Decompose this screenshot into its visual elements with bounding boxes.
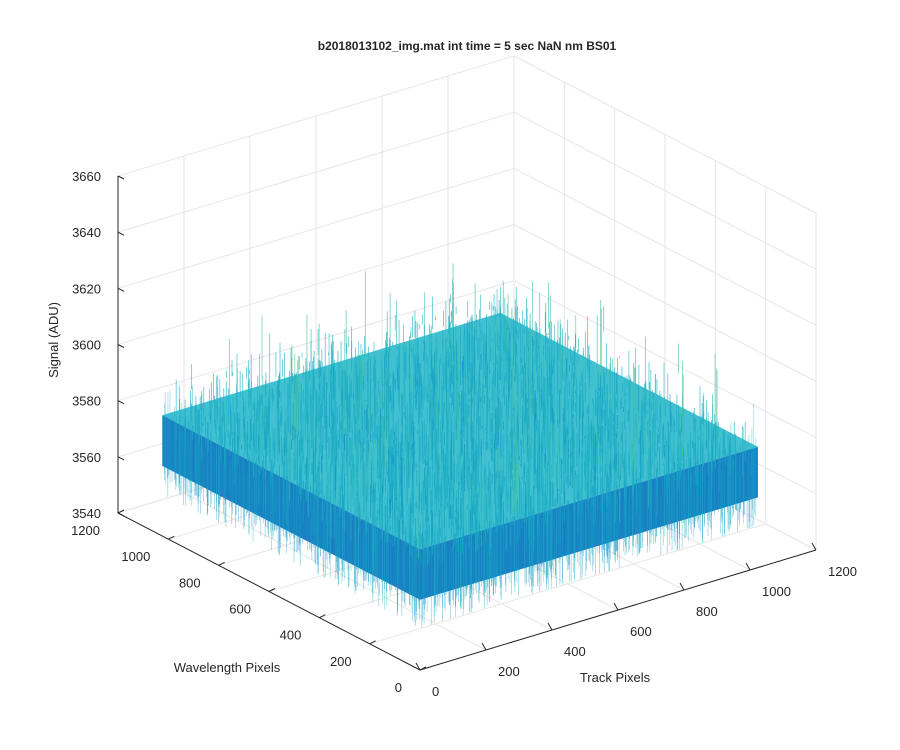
y-tick-mark bbox=[319, 614, 326, 619]
y-tick-label: 200 bbox=[330, 654, 352, 669]
grid-line bbox=[117, 224, 515, 345]
y-tick-mark bbox=[369, 640, 376, 645]
x-tick-mark bbox=[613, 602, 619, 611]
axes-lines bbox=[117, 175, 817, 671]
y-tick-mark bbox=[117, 509, 125, 514]
y-tick-mark bbox=[268, 588, 276, 592]
y-tick-label: 400 bbox=[280, 628, 302, 643]
signal-surface bbox=[162, 263, 758, 628]
y-tick-mark bbox=[218, 561, 225, 566]
z-tick-mark bbox=[117, 175, 125, 180]
y-axis-label: Wavelength Pixels bbox=[174, 660, 281, 675]
x-tick-label: 800 bbox=[696, 604, 718, 619]
chart-title: b2018013102_img.mat int time = 5 sec NaN… bbox=[318, 39, 617, 53]
z-tick-label: 3600 bbox=[72, 338, 101, 353]
x-tick-mark bbox=[547, 622, 553, 631]
x-tick-label: 400 bbox=[564, 644, 586, 659]
grid-line bbox=[117, 167, 515, 289]
x-tick-mark bbox=[415, 662, 421, 671]
z-tick-mark bbox=[117, 400, 125, 405]
x-tick-label: 1000 bbox=[762, 584, 791, 599]
grid-line bbox=[117, 111, 515, 233]
z-tick-label: 3560 bbox=[72, 450, 101, 465]
z-tick-label: 3580 bbox=[72, 394, 101, 409]
z-tick-label: 3540 bbox=[72, 506, 101, 521]
y-tick-label: 1000 bbox=[121, 549, 150, 564]
y-tick-label: 1200 bbox=[71, 523, 100, 538]
z-tick-label: 3620 bbox=[72, 281, 101, 296]
y-tick-label: 0 bbox=[395, 680, 402, 695]
grid-line bbox=[513, 224, 817, 382]
x-tick-label: 1200 bbox=[828, 564, 857, 579]
x-axis-label: Track Pixels bbox=[580, 670, 651, 685]
grid-line bbox=[117, 55, 515, 177]
y-tick-mark bbox=[168, 535, 175, 540]
x-tick-mark bbox=[745, 562, 751, 571]
y-tick-label: 800 bbox=[179, 575, 201, 590]
grid-line bbox=[513, 111, 817, 270]
z-tick-mark bbox=[117, 231, 125, 236]
tick-labels: 0 200 400 600 800 1000 1200 0 200 400 600 800 1000 12… bbox=[71, 169, 857, 699]
x-tick-mark bbox=[481, 642, 487, 651]
x-tick-label: 0 bbox=[432, 684, 439, 699]
z-tick-label: 3640 bbox=[72, 225, 101, 240]
y-tick-mark bbox=[419, 666, 427, 671]
y-tick-label: 600 bbox=[229, 602, 251, 617]
grid-line bbox=[513, 280, 817, 439]
grid-line bbox=[369, 523, 766, 645]
x-tick-label: 200 bbox=[498, 664, 520, 679]
z-tick-mark bbox=[117, 344, 125, 348]
z-tick-mark bbox=[117, 456, 125, 461]
z-axis-label: Signal (ADU) bbox=[46, 302, 61, 378]
x-tick-mark bbox=[679, 582, 685, 591]
grid-line bbox=[513, 55, 817, 214]
x-tick-mark bbox=[811, 542, 817, 551]
z-tick-label: 3660 bbox=[72, 169, 101, 184]
z-tick-mark bbox=[117, 287, 125, 292]
z-tick-mark bbox=[117, 512, 125, 517]
x-tick-label: 600 bbox=[630, 624, 652, 639]
grid-line bbox=[117, 280, 515, 402]
grid-line bbox=[513, 167, 817, 326]
